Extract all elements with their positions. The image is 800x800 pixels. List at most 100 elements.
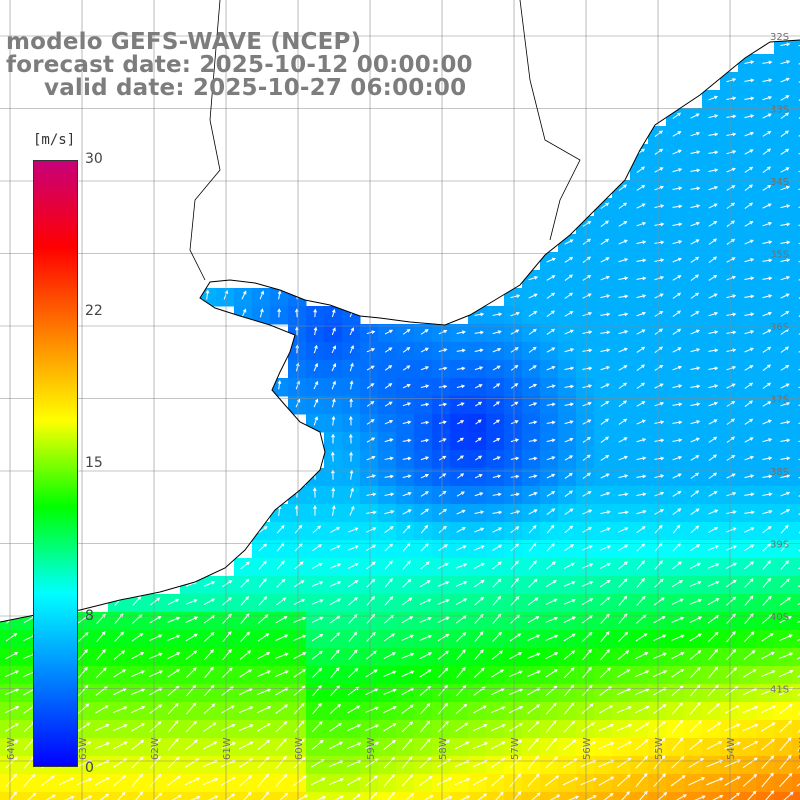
wind-arrow [510,475,519,478]
wind-arrow [726,649,736,661]
wind-arrow-head [298,524,303,529]
wind-arrow-head [121,650,126,654]
wind-arrow [311,651,323,660]
wind-arrow [762,596,772,606]
wind-arrow-head [590,722,595,726]
wind-arrow-head [332,363,337,367]
wind-arrow-head [752,790,757,795]
wind-arrow-head [175,738,179,742]
wind-arrow [634,722,649,732]
wind-arrow-head [609,723,614,728]
lon-label: 59W [366,737,377,760]
wind-arrow [402,439,411,442]
wind-arrow-head [174,720,179,724]
wind-arrow [600,492,610,497]
wind-arrow-head [331,505,336,510]
wind-arrow [600,473,610,479]
wind-arrow-head [140,652,145,656]
wind-arrow-head [624,527,629,531]
wind-arrow-head [714,401,719,406]
wind-arrow-head [786,491,791,496]
wind-arrow-head [714,348,719,353]
wind-arrow [779,720,792,733]
wind-speed-cell [792,198,800,217]
wind-arrow-head [389,419,394,424]
wind-speed-cell [198,792,217,800]
wind-arrow [492,578,502,588]
wind-arrow [203,615,215,624]
wind-arrow [184,777,200,786]
wind-arrow [726,220,735,227]
wind-arrow-head [13,791,18,796]
wind-arrow-head [677,473,682,477]
wind-arrow-head [425,384,430,389]
wind-arrow [276,560,285,570]
wind-arrow-head [210,631,215,636]
wind-arrow [708,454,717,461]
wind-arrow-head [623,382,628,387]
wind-arrow [582,275,591,281]
valid-date: valid date: 2025-10-27 06:00:00 [44,75,467,101]
wind-arrow-head [683,794,687,798]
wind-arrow-head [176,634,181,639]
wind-arrow-head [84,649,89,653]
wind-arrow-head [284,792,289,797]
wind-arrow [726,331,736,334]
wind-arrow-head [713,238,718,243]
wind-arrow [45,794,56,800]
wind-arrow-head [785,383,790,387]
wind-arrow-head [623,400,628,405]
wind-arrow-head [767,526,772,530]
wind-arrow-head [373,792,378,796]
wind-arrow-head [389,596,394,600]
wind-arrow-head [371,455,376,460]
wind-arrow [528,421,537,424]
wind-arrow-head [339,795,344,800]
wind-arrow [582,491,592,497]
wind-arrow-head [445,633,450,638]
wind-arrow-head [785,328,790,333]
wind-arrow [257,756,270,769]
wind-arrow [654,492,664,497]
wind-arrow-head [606,510,611,514]
wind-arrow [654,439,664,442]
wind-arrow [762,475,772,478]
wind-arrow [762,543,771,552]
wind-arrow [762,277,772,280]
wind-arrow [402,560,411,570]
wind-arrow [510,596,520,606]
wind-arrow-head [605,202,610,207]
wind-arrow-head [610,776,615,780]
wind-arrow [706,759,723,768]
wind-arrow-head [482,705,487,709]
wind-arrow [671,720,683,733]
wind-arrow [564,367,574,370]
wind-arrow-head [314,416,319,421]
wind-arrow [455,598,467,606]
wind-arrow-head [317,525,322,530]
wind-arrow [635,633,648,642]
wind-arrow-head [788,772,793,777]
wind-arrow-head [733,667,738,671]
wind-arrow [437,758,451,768]
wind-speed-cell [180,792,199,800]
wind-arrow-head [406,525,411,529]
wind-arrow-head [660,401,665,406]
wind-arrow-head [696,684,701,688]
wind-speed-cell [54,792,73,800]
wind-arrow [672,258,682,263]
wind-arrow [203,722,216,732]
wind-arrow [742,706,758,714]
wind-arrow [257,723,271,732]
wind-arrow [492,511,502,514]
wind-arrow-head [210,666,214,671]
wind-arrow [636,222,646,227]
wind-arrow [293,686,305,697]
wind-arrow [472,777,488,786]
wind-arrow-head [768,240,773,244]
wind-arrow [726,202,735,209]
wind-arrow [636,203,646,209]
wind-arrow-head [483,742,488,746]
wind-arrow [654,311,663,317]
wind-speed-cell [792,126,800,145]
